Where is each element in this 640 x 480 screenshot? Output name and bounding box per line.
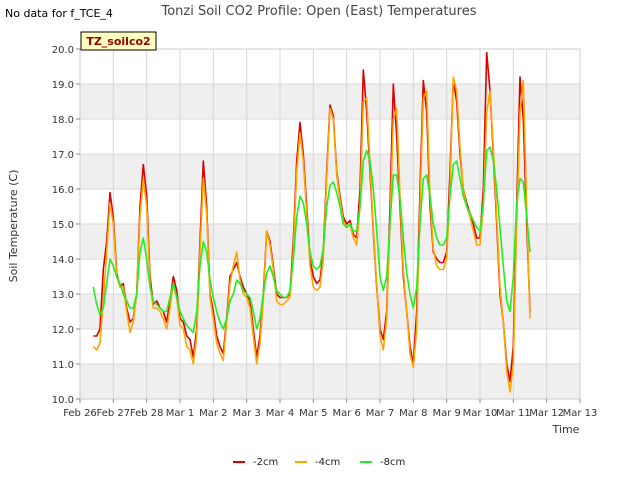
x-tick-label: Mar 1 (166, 408, 194, 419)
x-tick-label: Mar 5 (299, 408, 327, 419)
x-tick-label: Mar 6 (332, 408, 360, 419)
site-label: TZ_soilco2 (86, 35, 150, 48)
plot-band (80, 224, 580, 259)
y-tick-label: 15.0 (52, 220, 74, 231)
x-tick-label: Mar 11 (496, 408, 531, 419)
y-tick-label: 12.0 (52, 325, 74, 336)
legend: -2cm -4cm -8cm (233, 457, 405, 468)
y-tick-label: 10.0 (52, 395, 74, 406)
x-tick-label: Mar 9 (432, 408, 460, 419)
x-tick-label: Feb 28 (130, 408, 164, 419)
x-tick-label: Mar 8 (399, 408, 427, 419)
chart-title: Tonzi Soil CO2 Profile: Open (East) Temp… (160, 4, 476, 19)
x-tick-label: Mar 7 (366, 408, 394, 419)
site-label-box: TZ_soilco2 (80, 31, 157, 51)
x-tick-label: Mar 3 (232, 408, 260, 419)
y-tick-label: 17.0 (52, 150, 74, 161)
series-line-minus-8cm (92, 146, 531, 334)
plot-band (80, 364, 580, 399)
x-tick-label: Mar 12 (529, 408, 564, 419)
x-tick-label: Mar 2 (199, 408, 227, 419)
no-data-note: No data for f_TCE_4 (5, 7, 113, 20)
x-tick-label: Mar 10 (463, 408, 498, 419)
y-tick-label: 11.0 (52, 360, 74, 371)
y-tick-label: 20.0 (52, 45, 74, 56)
x-tick-label: Feb 26 (63, 408, 97, 419)
series-line-minus-4cm (92, 76, 531, 393)
axes: 10.0 11.0 12.0 13.0 14.0 15.0 16.0 17.0 18.0 19.0… (52, 45, 598, 419)
plot-band (80, 294, 580, 329)
y-tick-label: 19.0 (52, 80, 74, 91)
x-tick-label: Mar 4 (266, 408, 294, 419)
y-tick-label: 13.0 (52, 290, 74, 301)
legend-label: -4cm (315, 457, 340, 468)
x-tick-label: Mar 13 (563, 408, 598, 419)
y-tick-label: 14.0 (52, 255, 74, 266)
x-tick-label: Feb 27 (97, 408, 131, 419)
site-label-background (80, 31, 157, 51)
y-axis-label: Soil Temperature (C) (7, 170, 20, 283)
legend-label: -2cm (253, 457, 278, 468)
x-axis-label: Time (552, 423, 580, 436)
plot-band (80, 154, 580, 189)
y-tick-label: 16.0 (52, 185, 74, 196)
series-lines (92, 51, 531, 393)
legend-label: -8cm (380, 457, 405, 468)
y-tick-label: 18.0 (52, 115, 74, 126)
